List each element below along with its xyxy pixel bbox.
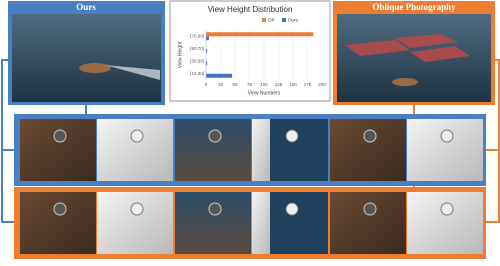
porthole (363, 129, 377, 143)
left-image (12, 14, 161, 102)
result-rows (14, 114, 486, 259)
x-tick-label: 100 (260, 82, 268, 87)
photo (330, 119, 406, 181)
depth-map (97, 119, 173, 181)
porthole (130, 202, 144, 216)
porthole (440, 129, 454, 143)
y-axis-label: View Height (177, 41, 183, 68)
legend-swatch (262, 18, 266, 22)
bar (206, 73, 233, 78)
x-axis-label: View Numbers (248, 90, 281, 96)
x-tick-label: 200 (318, 82, 326, 87)
porthole (363, 202, 377, 216)
porthole (440, 202, 454, 216)
porthole (285, 202, 299, 216)
ship-icon (392, 78, 418, 86)
bar (206, 32, 314, 37)
photo (20, 192, 96, 254)
bar (206, 48, 208, 53)
y-tick-label: [30,50] (190, 58, 204, 63)
ship-icon (79, 63, 111, 73)
legend-swatch (282, 18, 286, 22)
panel-title: Oblique Photography (372, 2, 456, 12)
photo (330, 192, 406, 254)
op-grids (345, 34, 470, 62)
x-tick-label: 175 (304, 82, 312, 87)
porthole (53, 202, 67, 216)
right-image (337, 14, 491, 102)
panel-title: Ours (76, 2, 96, 12)
photo (20, 119, 96, 181)
photo (175, 119, 251, 181)
depth-map (407, 192, 483, 254)
legend-label: OP (268, 18, 275, 23)
x-tick-label: 125 (275, 82, 283, 87)
x-tick-label: 50 (232, 82, 238, 87)
x-tick-label: 75 (247, 82, 253, 87)
chart-panel (169, 0, 331, 102)
depth-map (97, 192, 173, 254)
view-cone (105, 65, 160, 80)
y-tick-label: [10,30] (190, 71, 204, 76)
legend-label: Ours (288, 18, 299, 23)
y-tick-label: [50,70] (190, 46, 204, 51)
chart: View Height Distribution OP Ours 0 25 50 75 100… (177, 5, 326, 96)
porthole (53, 129, 67, 143)
porthole (130, 129, 144, 143)
depth-map (252, 192, 270, 254)
porthole (208, 202, 222, 216)
bar (206, 61, 208, 66)
y-tick-label: [70,90] (190, 33, 204, 38)
chart-title: View Height Distribution (208, 5, 293, 14)
x-tick-label: 150 (289, 82, 297, 87)
porthole (285, 129, 299, 143)
x-tick-label: 0 (205, 82, 208, 87)
photo (175, 192, 251, 254)
porthole (208, 129, 222, 143)
depth-map (407, 119, 483, 181)
depth-map (252, 119, 270, 181)
bar (206, 36, 209, 41)
x-tick-label: 25 (218, 82, 224, 87)
